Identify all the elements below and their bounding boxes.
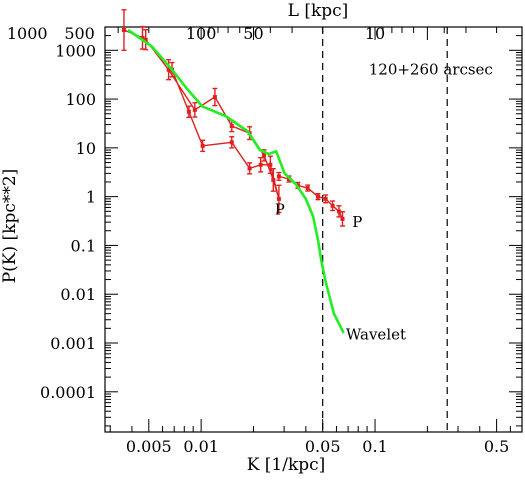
y-tick-label: 1000: [55, 41, 96, 60]
data-point: [143, 37, 148, 42]
y-tick-label: 0.01: [60, 285, 96, 304]
data-point: [166, 67, 171, 72]
top-axis-label: L [kpc]: [288, 1, 349, 21]
data-point: [212, 95, 217, 100]
y-tick-label: 10: [76, 139, 96, 158]
data-point: [316, 194, 321, 199]
data-point: [121, 28, 126, 33]
data-point: [276, 174, 281, 179]
data-point: [186, 109, 191, 114]
data-series-line: [123, 29, 280, 200]
data-point: [229, 140, 234, 145]
top-tick-label: 500: [64, 24, 95, 43]
top-tick-label: 10: [365, 24, 385, 43]
data-point: [258, 162, 263, 167]
x-tick-label: 0.1: [362, 437, 387, 456]
data-point: [229, 124, 234, 129]
data-point: [200, 143, 205, 148]
wavelet-line: [127, 28, 345, 334]
chart-annotation: P: [352, 213, 362, 231]
y-tick-label: 0.001: [50, 334, 96, 353]
top-tick-label: 1000: [7, 24, 48, 43]
data-point: [340, 216, 345, 221]
data-point: [305, 186, 310, 191]
x-tick-label: 0.005: [126, 437, 172, 456]
y-axis-label: P(K) [kpc**2]: [0, 169, 20, 284]
data-point: [271, 177, 276, 182]
top-tick-label: 50: [243, 24, 263, 43]
x-tick-label: 0.01: [183, 437, 219, 456]
top-tick-label: 100: [186, 24, 217, 43]
x-tick-label: 0.5: [484, 437, 509, 456]
data-point: [247, 166, 252, 171]
data-point: [192, 107, 197, 112]
data-point: [330, 203, 335, 208]
data-point: [276, 196, 281, 201]
x-axis-label: K [1/kpc]: [247, 455, 326, 475]
data-point: [336, 209, 341, 214]
y-tick-label: 1: [86, 188, 96, 207]
data-point: [323, 196, 328, 201]
chart-annotation: 120+260 arcsec: [369, 61, 493, 79]
data-point: [140, 35, 145, 40]
x-tick-label: 0.05: [305, 437, 341, 456]
y-tick-label: 0.1: [71, 236, 96, 255]
y-tick-label: 100: [65, 90, 96, 109]
y-tick-label: 0.0001: [40, 383, 96, 402]
data-point: [262, 153, 267, 158]
data-point: [268, 162, 273, 167]
plot-frame: [104, 26, 523, 433]
chart-annotation: Wavelet: [346, 325, 406, 343]
chart-annotation: P: [275, 200, 285, 218]
